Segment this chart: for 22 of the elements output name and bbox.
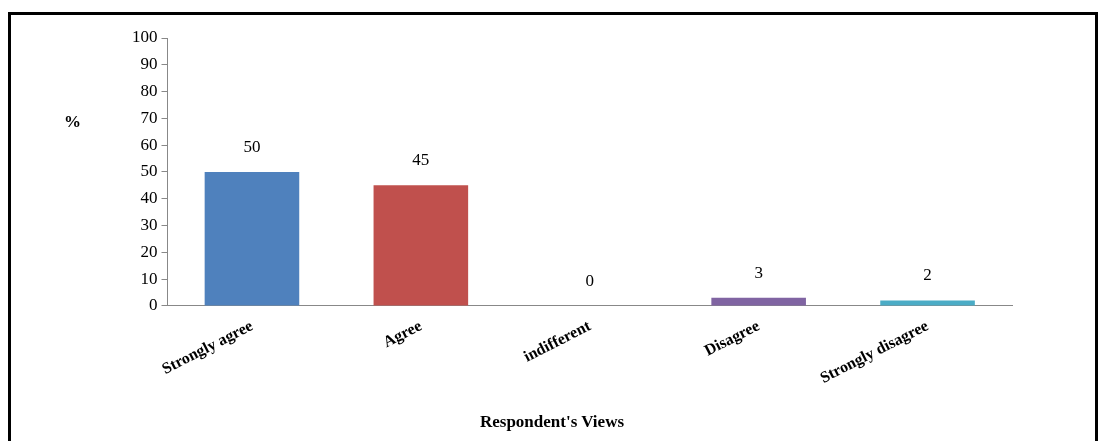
y-axis-title: %	[64, 112, 81, 132]
data-label: 2	[923, 265, 932, 285]
bar	[204, 171, 300, 306]
bar	[711, 297, 806, 306]
y-tick-label: 40	[140, 188, 158, 208]
data-label: 3	[754, 262, 763, 282]
y-tick-label: 50	[140, 161, 158, 181]
y-tick-label: 70	[140, 107, 158, 127]
y-tick-label: 80	[140, 81, 158, 101]
data-label: 0	[585, 270, 594, 290]
y-tick-label: 20	[140, 241, 158, 261]
x-tick-label: Agree	[380, 316, 425, 352]
data-label: 50	[243, 136, 261, 156]
x-axis-title: Respondent's Views	[478, 412, 626, 432]
y-tick-label: 90	[140, 54, 158, 74]
y-tick-label: 30	[140, 214, 158, 234]
y-tick-label: 60	[140, 134, 158, 154]
y-tick-label: 100	[132, 27, 158, 47]
y-tick-label: 0	[149, 295, 158, 315]
data-label: 45	[412, 150, 430, 170]
y-tick-label: 10	[140, 268, 158, 288]
bar	[373, 185, 469, 306]
